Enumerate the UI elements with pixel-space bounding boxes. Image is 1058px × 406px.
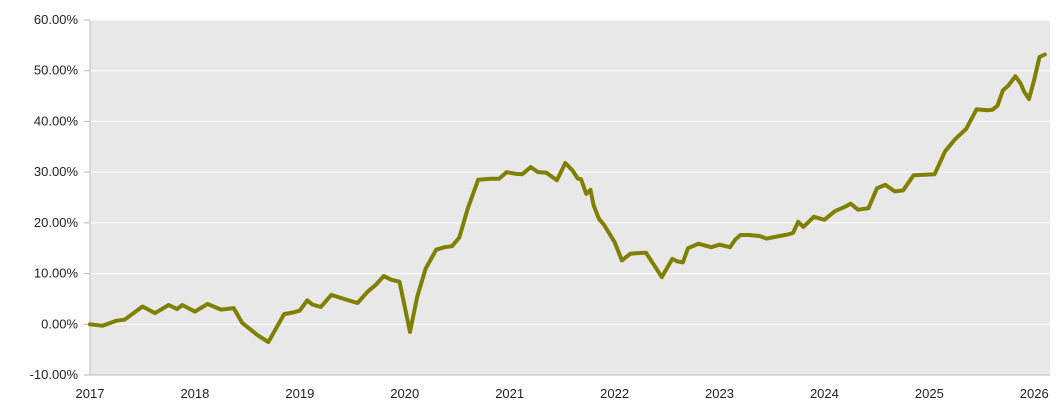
y-tick-label: 30.00% <box>34 164 79 179</box>
series-group <box>88 52 1047 344</box>
x-tick-label: 2023 <box>705 386 734 401</box>
x-tick-label: 2019 <box>285 386 314 401</box>
y-tick-label: 20.00% <box>34 215 79 230</box>
y-tick-label: 0.00% <box>41 316 78 331</box>
x-tick-label: 2025 <box>915 386 944 401</box>
y-tick-label: 10.00% <box>34 266 79 281</box>
x-tick-label: 2020 <box>390 386 419 401</box>
y-tick-label: 40.00% <box>34 113 79 128</box>
x-tick-label: 2026 <box>1020 386 1049 401</box>
x-tick-label: 2021 <box>495 386 524 401</box>
y-axis: 60.00% 50.00% 40.00% 30.00% 20.00% 10.00% 0.00… <box>30 12 91 382</box>
gridlines <box>90 19 1050 376</box>
y-tick-label: -10.00% <box>30 367 79 382</box>
plot-area <box>90 20 1050 375</box>
x-tick-label: 2024 <box>810 386 839 401</box>
series-line <box>88 52 1047 344</box>
x-tick-label: 2022 <box>600 386 629 401</box>
y-tick-label: 50.00% <box>34 63 79 78</box>
y-tick-label: 60.00% <box>34 12 79 27</box>
x-axis: 2017 2018 2019 2020 2021 2022 2023 2024 2025 2026 <box>76 374 1050 401</box>
x-tick-label: 2018 <box>180 386 209 401</box>
x-tick-label: 2017 <box>76 386 105 401</box>
